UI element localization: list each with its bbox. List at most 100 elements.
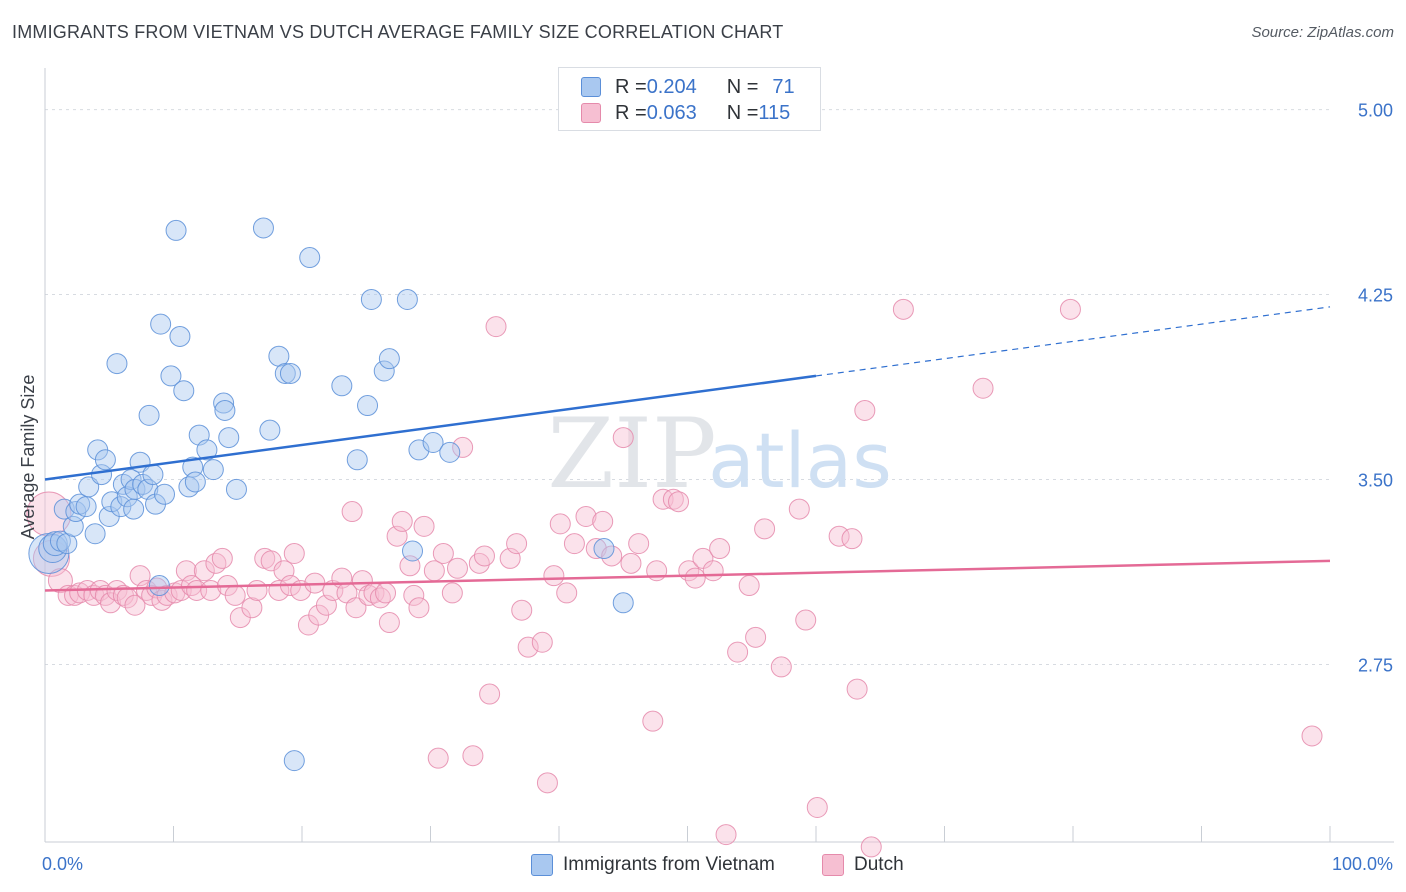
dutch-point	[1301, 725, 1323, 747]
dutch-point	[828, 525, 850, 547]
dutch-point	[709, 538, 731, 560]
dutch-point	[462, 745, 484, 767]
dutch-point	[684, 567, 706, 589]
dutch-point	[283, 542, 305, 564]
tick-labels: 2.75 3.50 4.25 5.00 0.0% 100.0%	[42, 101, 1393, 874]
dutch-trend-line	[44, 559, 1331, 592]
dutch-point	[517, 636, 539, 658]
vietnam-point	[422, 432, 444, 454]
vietnam-point	[360, 288, 382, 310]
dutch-point	[668, 491, 690, 513]
bottom-legend-swatch-pink	[822, 854, 844, 876]
dutch-point	[224, 584, 246, 606]
dutch-point	[620, 552, 642, 574]
vietnam-points	[28, 217, 634, 772]
vietnam-point	[148, 575, 170, 597]
dutch-point	[47, 568, 73, 594]
legend-r-value: 0.063	[646, 101, 697, 124]
vietnam-point	[252, 217, 274, 239]
vietnam-point	[283, 750, 305, 772]
vietnam-point	[612, 592, 634, 614]
dutch-point	[854, 399, 876, 421]
vietnam-point	[225, 478, 247, 500]
bottom-legend-label: Immigrants from Vietnam	[563, 854, 775, 875]
dutch-point	[549, 513, 571, 535]
vietnam-trend-line	[44, 374, 817, 481]
trend-lines	[44, 306, 1331, 592]
dutch-point	[413, 515, 435, 537]
dutch-point	[531, 631, 553, 653]
y-tick-label: 3.50	[1358, 470, 1393, 490]
vietnam-point	[259, 419, 281, 441]
vietnam-point	[160, 365, 182, 387]
vietnam-point	[408, 439, 430, 461]
dutch-point	[1059, 298, 1081, 320]
chart-source: Source: ZipAtlas.com	[1251, 24, 1394, 41]
vietnam-point	[218, 427, 240, 449]
bottom-legend-label: Dutch	[854, 854, 904, 875]
legend-n-label: N =	[726, 101, 759, 124]
dutch-point	[738, 575, 760, 597]
vietnam-point	[116, 486, 138, 508]
x-tick-label-start: 0.0%	[42, 854, 83, 874]
dutch-point	[892, 298, 914, 320]
dutch-point	[754, 518, 776, 540]
dutch-point	[692, 547, 714, 569]
dutch-point	[841, 528, 863, 550]
dutch-point	[601, 545, 623, 567]
dutch-point	[100, 592, 122, 614]
legend-r-value: 0.204	[646, 75, 697, 98]
vietnam-point	[169, 325, 191, 347]
vietnam-point	[279, 362, 301, 384]
vietnam-point	[396, 288, 418, 310]
dutch-point	[806, 796, 828, 818]
vietnam-point	[593, 538, 615, 560]
dutch-point	[341, 501, 363, 523]
legend-swatch-pink	[581, 103, 601, 123]
vietnam-point	[78, 476, 100, 498]
dutch-point	[860, 836, 882, 858]
y-tick-label: 2.75	[1358, 655, 1393, 675]
dutch-point	[702, 560, 724, 582]
dutch-point	[26, 491, 72, 537]
vietnam-point	[42, 531, 68, 557]
dutch-point	[124, 594, 146, 616]
vietnam-point	[378, 348, 400, 370]
vietnam-point	[196, 439, 218, 461]
vietnam-point	[299, 247, 321, 269]
dutch-point	[972, 377, 994, 399]
dutch-point	[427, 747, 449, 769]
watermark-atlas: atlas	[708, 416, 892, 505]
chart-title: IMMIGRANTS FROM VIETNAM VS DUTCH AVERAGE…	[12, 22, 784, 42]
vietnam-point	[357, 395, 379, 417]
dutch-point	[479, 683, 501, 705]
dutch-point	[375, 582, 397, 604]
dutch-point	[241, 597, 263, 619]
dutch-point	[715, 824, 737, 846]
dutch-points	[26, 298, 1323, 858]
vietnam-point	[138, 404, 160, 426]
dutch-point	[846, 678, 868, 700]
dutch-point	[575, 505, 597, 527]
vietnam-point	[346, 449, 368, 471]
vietnam-point	[402, 540, 424, 562]
vietnam-point	[84, 523, 106, 545]
y-tick-label: 5.00	[1358, 101, 1393, 121]
legend-row-vietnam: R = 0.204 N = 71	[581, 74, 795, 100]
dutch-point	[441, 582, 463, 604]
vietnam-point	[154, 483, 176, 505]
dutch-point	[32, 539, 70, 577]
dutch-point	[592, 510, 614, 532]
dutch-point	[745, 626, 767, 648]
dutch-point	[69, 582, 91, 604]
dutch-point	[556, 582, 578, 604]
dutch-point	[628, 533, 650, 555]
vietnam-point	[331, 375, 353, 397]
dutch-point	[193, 560, 215, 582]
vietnam-point	[184, 471, 206, 493]
watermark: ZIP atlas	[547, 398, 891, 510]
legend-r-label: R =	[615, 101, 647, 124]
vietnam-point	[373, 360, 395, 382]
dutch-point	[642, 710, 664, 732]
